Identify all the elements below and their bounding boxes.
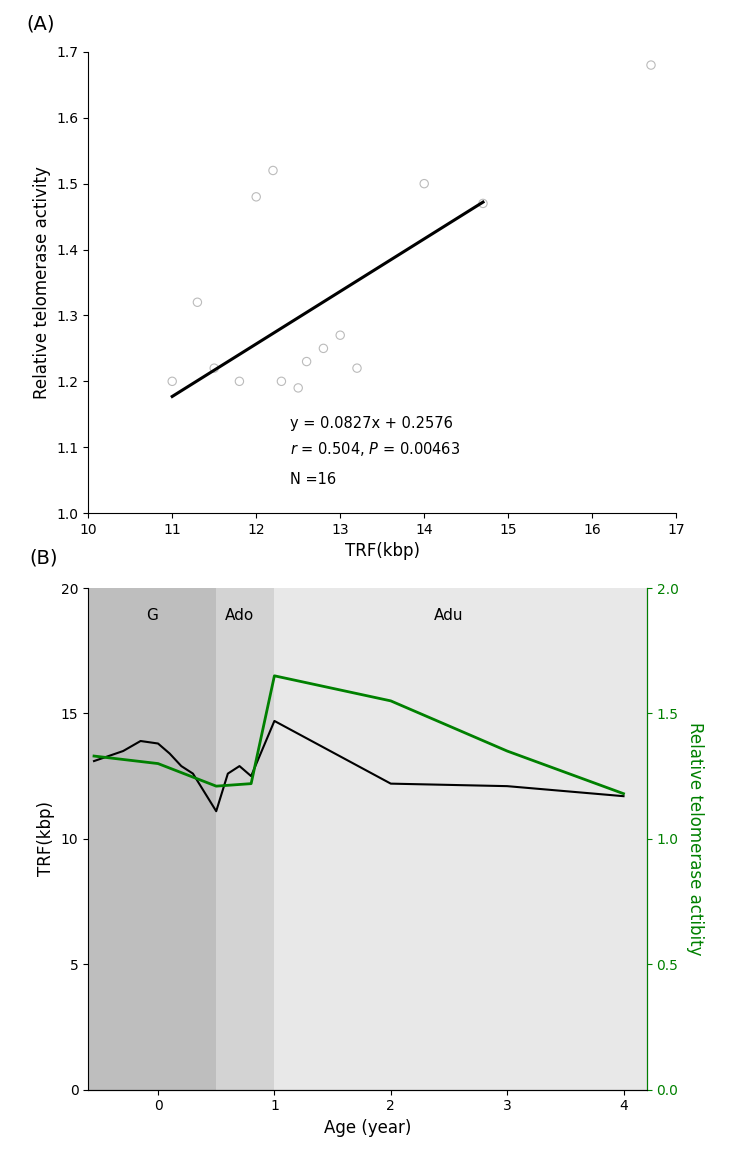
Point (477, 194, 489, 212)
Point (351, 359, 363, 377)
Point (276, 372, 287, 391)
Point (645, 55, 657, 74)
X-axis label: Age (year): Age (year) (324, 1118, 411, 1137)
Y-axis label: TRF(kbp): TRF(kbp) (37, 801, 55, 876)
Text: N =16: N =16 (290, 472, 336, 487)
Point (418, 174, 430, 193)
Y-axis label: Relative telomerase activity: Relative telomerase activity (33, 166, 51, 399)
Point (208, 359, 220, 377)
Y-axis label: Relative telomerase actibity: Relative telomerase actibity (686, 722, 703, 956)
Point (192, 293, 204, 311)
Bar (274, 588, 647, 1090)
Text: (B): (B) (29, 549, 58, 568)
Point (267, 161, 279, 180)
Text: $r$ = 0.504, $P$ = 0.00463: $r$ = 0.504, $P$ = 0.00463 (290, 440, 460, 459)
Bar (216, 588, 274, 1090)
Point (318, 339, 329, 357)
Text: G: G (146, 608, 158, 623)
Point (166, 372, 178, 391)
Text: Adu: Adu (434, 608, 464, 623)
Point (251, 188, 262, 206)
Point (334, 326, 346, 345)
Bar (88, 588, 216, 1090)
Text: (A): (A) (26, 15, 55, 33)
Point (234, 372, 245, 391)
Text: Ado: Ado (225, 608, 254, 623)
Point (301, 353, 312, 371)
X-axis label: TRF(kbp): TRF(kbp) (345, 542, 420, 560)
Text: y = 0.0827x + 0.2576: y = 0.0827x + 0.2576 (290, 416, 453, 431)
Point (293, 378, 304, 397)
